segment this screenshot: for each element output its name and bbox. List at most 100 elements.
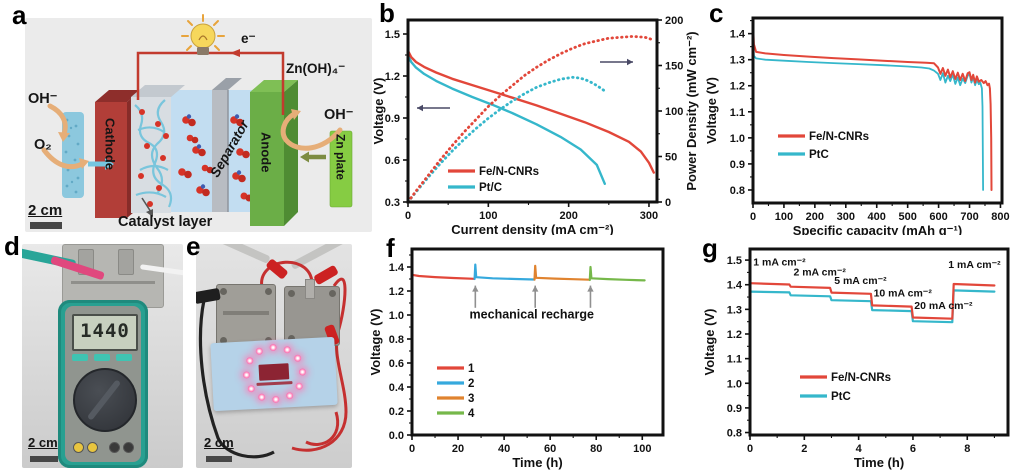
legend-label: 4 [468,408,475,420]
chart-c-discharge: 0 100 200 300 400 500 600 700 800 0.8 0.9 1.0 1.1 1.2… [704,16,1010,235]
electron-arrow [230,49,240,57]
svg-text:1.2: 1.2 [385,71,400,83]
panel-letter-d: d [4,231,20,261]
svg-text:1.5: 1.5 [385,29,400,41]
svg-text:1.5: 1.5 [727,255,742,267]
svg-text:0.4: 0.4 [389,382,405,394]
legend-label: Fe/N-CNRs [479,166,539,178]
separator-slab [212,78,242,212]
label-hydroxide-left: OH⁻ [28,91,58,107]
annotation: 1 mA cm⁻² [753,257,806,269]
svg-text:0.6: 0.6 [389,358,404,370]
svg-text:40: 40 [498,443,510,455]
svg-text:0: 0 [750,211,756,223]
battery-schematic-drawing [25,14,372,232]
legend-label: Fe/N-CNRs [809,131,869,143]
svg-text:1.4: 1.4 [730,29,746,41]
catalyst-pointer-arrow [141,197,153,217]
y-axis-title: Voltage (V) [370,309,383,376]
legend-label: Fe/N-CNRs [831,372,891,384]
panel-letter-b: b [379,0,395,28]
series-4 [588,265,646,282]
svg-text:0.2: 0.2 [389,406,404,418]
panel-letter-c: c [709,0,724,28]
svg-text:100: 100 [665,106,683,118]
oxygen-flow-arrow [88,158,114,170]
svg-text:1.2: 1.2 [389,286,404,298]
svg-text:1.2: 1.2 [727,329,742,341]
anode-slab [250,80,298,226]
series-Fe/N-CNRs [748,282,996,320]
series-1 [410,273,476,280]
x-axis-title: Specific capacity (mAh g⁻¹) [793,223,962,235]
svg-text:1.3: 1.3 [730,55,745,67]
multimeter: 1440 [58,300,148,468]
svg-text:50: 50 [665,152,677,164]
label-zincate: Zn(OH)₄⁻ [286,61,346,76]
label-hydroxide-right: OH⁻ [324,107,354,123]
legend-label: PtC [809,149,829,161]
svg-text:0: 0 [665,197,671,209]
scale-label-e: 2 cm [204,435,234,450]
legend-label: Pt/C [479,182,502,194]
svg-text:300: 300 [640,210,658,222]
svg-text:1.0: 1.0 [730,133,745,145]
svg-text:20: 20 [452,443,464,455]
multimeter-port [73,442,84,453]
series-3 [533,264,591,281]
panel-a-schematic: OH⁻ O₂ e⁻ Zn(OH)₄⁻ OH⁻ Cathode Separator… [0,0,378,235]
annotation: 1 mA cm⁻² [948,259,1001,271]
circuit-wire [136,49,285,115]
svg-text:800: 800 [991,211,1009,223]
series-Fe/N-CNRs [752,22,993,191]
label-zn-plate: Zn plate [333,134,348,181]
label-catalyst-layer: Catalyst layer [118,214,213,230]
svg-text:500: 500 [898,211,916,223]
svg-text:100: 100 [633,443,651,455]
svg-text:200: 200 [665,15,683,27]
panel-letter-f: f [386,233,395,263]
svg-text:60: 60 [544,443,556,455]
svg-text:700: 700 [960,211,978,223]
scale-bar-a [30,222,62,229]
legend-label: PtC [831,391,851,403]
svg-text:1.0: 1.0 [389,310,404,322]
svg-text:0.8: 0.8 [389,334,404,346]
svg-text:4: 4 [856,443,863,455]
chart-f-mechanical-recharge: 0 20 40 60 80 100 0.0 0.2 0.4 0.6 0.8 1.0 1.2 1.4 Time… [370,247,665,470]
svg-text:0.0: 0.0 [389,430,404,442]
svg-text:200: 200 [559,210,577,222]
multimeter-port [87,442,98,453]
svg-text:0: 0 [405,210,411,222]
svg-text:80: 80 [590,443,602,455]
card-logo-text [256,381,293,386]
svg-text:0.8: 0.8 [730,185,745,197]
catalyst-network [134,99,173,208]
plot-frame [410,247,665,437]
x-axis-title: Current density (mA cm⁻²) [451,222,613,235]
series-Fe/N-CNRs power [406,35,656,204]
zn-plate-arrow [300,151,326,163]
y2-axis-title: Power Density (mW cm⁻²) [684,31,699,190]
panel-d-photo: 1440 2 cm [22,244,183,468]
series-Pt/C power [406,75,607,204]
label-cathode: Cathode [102,118,118,170]
led-demo-card [210,336,338,412]
svg-text:0.9: 0.9 [727,403,742,415]
multimeter-button [72,354,88,361]
panel-letter-a: a [12,0,27,30]
series-2 [473,263,536,281]
plot-frame [748,247,1010,437]
scale-label-d: 2 cm [28,435,58,450]
chart-g-rate-steps: 0 2 4 6 8 0.8 0.9 1.0 1.1 1.2 1.3 1.4 1.5 Time (h) Vol… [702,247,1010,470]
scale-bar-d [30,456,58,462]
svg-text:6: 6 [910,443,916,455]
panel-letter-e: e [186,231,201,261]
x-axis-title: Time (h) [512,455,562,470]
svg-text:200: 200 [806,211,824,223]
label-anode: Anode [258,132,274,173]
svg-text:0.6: 0.6 [385,155,400,167]
svg-text:1.2: 1.2 [730,81,745,93]
multimeter-dial [73,368,137,432]
